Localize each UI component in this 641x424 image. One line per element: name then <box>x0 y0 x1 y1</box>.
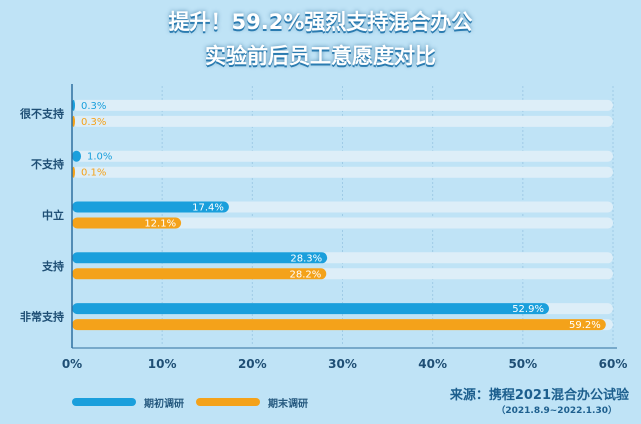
bar <box>72 319 606 331</box>
x-tick-label: 50% <box>508 357 537 371</box>
x-tick-label: 40% <box>418 357 447 371</box>
bar <box>72 268 327 280</box>
bar-track <box>72 217 613 229</box>
category-label: 中立 <box>42 208 64 222</box>
x-tick-label: 10% <box>148 357 177 371</box>
category-label: 很不支持 <box>19 106 64 120</box>
legend-label-after: 期末调研 <box>268 399 308 410</box>
data-label: 28.3% <box>290 253 322 264</box>
x-tick-label: 20% <box>238 357 267 371</box>
data-label: 0.3% <box>81 117 106 128</box>
chart-title-line1: 提升！59.2%强烈支持混合办公 <box>168 10 473 34</box>
data-label: 12.1% <box>144 219 176 230</box>
data-label: 0.3% <box>81 101 106 112</box>
chart-title-line2: 实验前后员工意愿度对比 <box>205 44 436 68</box>
bar-track <box>72 99 613 111</box>
x-tick-label: 0% <box>62 357 82 371</box>
bar-track <box>72 150 613 162</box>
x-tick-label: 30% <box>328 357 357 371</box>
legend-swatch-before <box>72 398 136 406</box>
category-label: 不支持 <box>31 157 64 171</box>
source-note: 来源：携程2021混合办公试验 <box>449 388 629 403</box>
data-label: 0.1% <box>81 168 106 179</box>
bar <box>72 217 182 229</box>
data-label: 17.4% <box>192 203 224 214</box>
bar <box>72 201 229 213</box>
bar <box>72 303 549 315</box>
x-tick-label: 60% <box>599 357 628 371</box>
data-label: 1.0% <box>87 152 112 163</box>
data-label: 59.2% <box>569 320 601 331</box>
data-label: 52.9% <box>512 304 544 315</box>
category-label: 非常支持 <box>20 310 64 324</box>
source-date-range: （2021.8.9~2022.1.30） <box>496 406 617 416</box>
data-label: 28.2% <box>289 269 321 280</box>
legend-label-before: 期初调研 <box>144 399 184 410</box>
bar <box>72 252 328 264</box>
bar <box>72 150 82 162</box>
legend-swatch-after <box>196 398 260 406</box>
category-label: 支持 <box>41 259 64 273</box>
bar-track <box>72 115 613 127</box>
bar-track <box>72 166 613 178</box>
